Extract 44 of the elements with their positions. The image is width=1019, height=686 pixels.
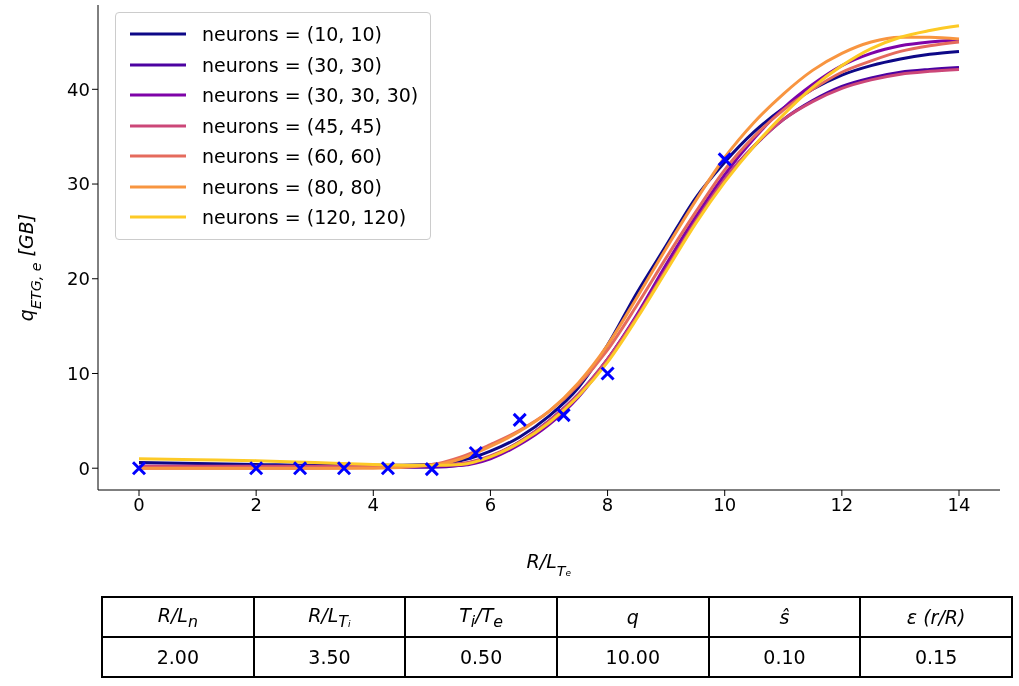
x-tick-label: 6 (484, 493, 497, 515)
x-tick-label: 4 (367, 493, 380, 515)
point (131, 460, 147, 476)
point (292, 460, 308, 476)
legend-label: neurons = (80, 80) (202, 175, 382, 198)
point (336, 460, 352, 476)
x-tick-label: 14 (947, 493, 971, 515)
legend-label: neurons = (10, 10) (202, 23, 382, 46)
y-tick-label: 40 (67, 78, 90, 100)
x-tick-label: 12 (830, 493, 854, 515)
point (717, 151, 733, 167)
point (424, 461, 440, 477)
text: 3.50 (253, 637, 406, 677)
text: 0.15 (860, 637, 1012, 677)
legend-label: neurons = (30, 30, 30) (202, 84, 419, 107)
text: ε (r/R) (860, 597, 1012, 637)
text: T$_{i}$/T$_{e}$ (405, 597, 557, 637)
text: 10.00 (556, 637, 709, 677)
legend-label: neurons = (120, 120) (202, 206, 407, 229)
point (512, 412, 528, 428)
point (248, 460, 264, 476)
text: R/L$_{Tᵢ}$ (253, 597, 406, 637)
y-tick-label: 30 (67, 173, 90, 195)
point (380, 460, 396, 476)
x-axis-title: R/L$_{Tₑ}$ (526, 550, 572, 579)
x-tick-label: 2 (250, 493, 262, 515)
x-tick-label: 8 (601, 493, 614, 515)
y-tick-label: 20 (67, 268, 90, 290)
x-tick-label: 0 (133, 493, 145, 515)
y-tick-label: 10 (67, 362, 90, 384)
legend-label: neurons = (45, 45) (202, 114, 382, 137)
text: 0.50 (405, 637, 557, 677)
legend-label: neurons = (60, 60) (202, 145, 382, 168)
text: q (556, 597, 709, 637)
legend-label: neurons = (30, 30) (202, 53, 382, 76)
text: 2.00 (102, 637, 254, 677)
point (468, 445, 484, 461)
text: 0.10 (708, 637, 861, 677)
y-tick-label: 0 (78, 457, 90, 479)
x-tick-label: 10 (713, 493, 737, 515)
point (556, 407, 572, 423)
text: R/L$_{n}$ (102, 597, 254, 637)
point (600, 365, 616, 381)
text: ŝ (708, 597, 861, 637)
